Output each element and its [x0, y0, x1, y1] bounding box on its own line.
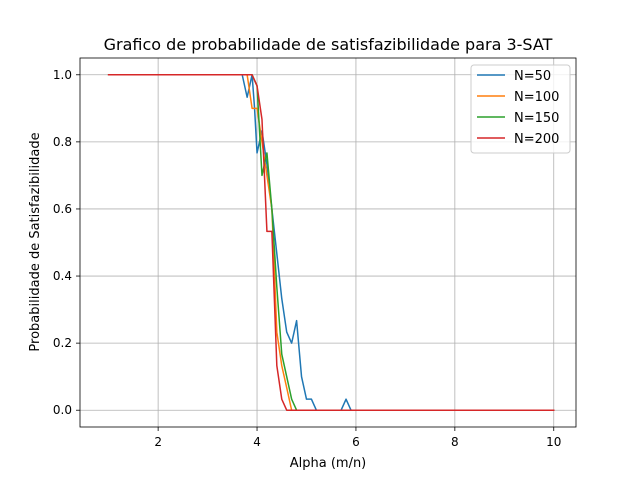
chart-title: Grafico de probabilidade de satisfazibil… [104, 35, 553, 54]
series-lines [107, 74, 555, 411]
x-tick-label: 8 [451, 435, 459, 449]
x-tick-label: 2 [154, 435, 162, 449]
legend-label: N=150 [514, 111, 559, 126]
y-tick-label: 0.0 [53, 403, 72, 417]
x-axis-ticks: 2 4 6 8 10 [154, 427, 561, 449]
x-tick-label: 6 [352, 435, 360, 449]
y-axis-label: Probabilidade de Satisfazibilidade [28, 132, 43, 351]
legend: N=50 N=100 N=150 N=200 [470, 64, 571, 154]
y-axis-ticks: 0.0 0.2 0.4 0.6 0.8 1.0 [53, 68, 80, 417]
x-axis-label: Alpha (m/n) [290, 456, 367, 471]
series-line-n-200 [107, 74, 555, 411]
legend-label: N=50 [514, 69, 551, 84]
x-tick-label: 10 [546, 435, 561, 449]
y-tick-label: 0.4 [53, 269, 72, 283]
legend-box [470, 64, 571, 154]
x-tick-label: 4 [253, 435, 261, 449]
y-tick-label: 0.6 [53, 202, 72, 216]
legend-label: N=200 [514, 132, 559, 147]
plot-frame [79, 57, 577, 428]
y-tick-label: 0.2 [53, 336, 72, 350]
y-tick-label: 0.8 [53, 135, 72, 149]
legend-label: N=100 [514, 90, 559, 105]
y-tick-label: 1.0 [53, 68, 72, 82]
